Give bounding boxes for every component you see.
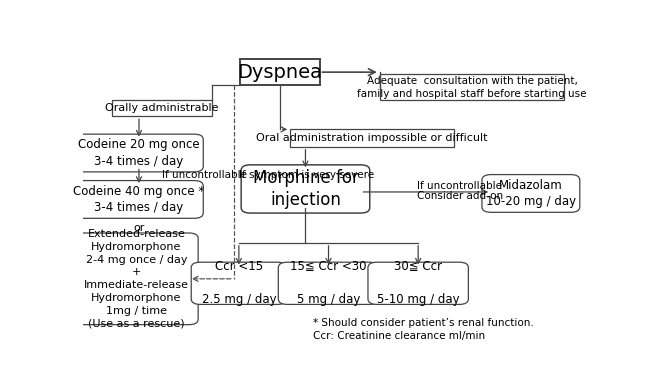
Text: Orally administrable: Orally administrable: [105, 103, 219, 113]
Text: Codeine 40 mg once *
3-4 times / day: Codeine 40 mg once * 3-4 times / day: [73, 185, 205, 214]
FancyBboxPatch shape: [75, 180, 204, 218]
Text: If symptom is very severe: If symptom is very severe: [239, 170, 374, 180]
FancyBboxPatch shape: [290, 130, 454, 147]
Text: Midazolam
10-20 mg / day: Midazolam 10-20 mg / day: [486, 179, 576, 208]
FancyBboxPatch shape: [75, 233, 198, 325]
Text: Ccr <15

2.5 mg / day: Ccr <15 2.5 mg / day: [202, 260, 276, 306]
FancyBboxPatch shape: [368, 262, 469, 305]
Text: If uncontrollable: If uncontrollable: [162, 170, 247, 180]
FancyBboxPatch shape: [482, 175, 580, 212]
Text: Oral administration impossible or difficult: Oral administration impossible or diffic…: [256, 133, 488, 143]
FancyBboxPatch shape: [241, 165, 369, 213]
FancyBboxPatch shape: [240, 60, 319, 85]
Text: Consider add-on: Consider add-on: [417, 191, 503, 202]
Text: * Should consider patient’s renal function.
Ccr: Creatinine clearance ml/min: * Should consider patient’s renal functi…: [313, 318, 534, 341]
Text: or: or: [134, 223, 145, 233]
Text: Adequate  consultation with the patient,
family and hospital staff before starti: Adequate consultation with the patient, …: [357, 76, 587, 98]
Text: Extended-release
Hydromorphone
2-4 mg once / day
+
Immediate-release
Hydromorpho: Extended-release Hydromorphone 2-4 mg on…: [84, 229, 189, 329]
FancyBboxPatch shape: [191, 262, 286, 305]
FancyBboxPatch shape: [278, 262, 379, 305]
Text: Dyspnea: Dyspnea: [237, 63, 323, 82]
FancyBboxPatch shape: [112, 100, 212, 116]
Text: Codeine 20 mg once
3-4 times / day: Codeine 20 mg once 3-4 times / day: [78, 138, 200, 168]
FancyBboxPatch shape: [75, 134, 204, 172]
Text: Morphine for
injection: Morphine for injection: [253, 168, 358, 209]
Text: 15≦ Ccr <30

5 mg / day: 15≦ Ccr <30 5 mg / day: [290, 260, 367, 306]
FancyBboxPatch shape: [379, 74, 564, 100]
Text: If uncontrollable: If uncontrollable: [417, 181, 502, 191]
Text: 30≦ Ccr

5-10 mg / day: 30≦ Ccr 5-10 mg / day: [377, 260, 459, 306]
